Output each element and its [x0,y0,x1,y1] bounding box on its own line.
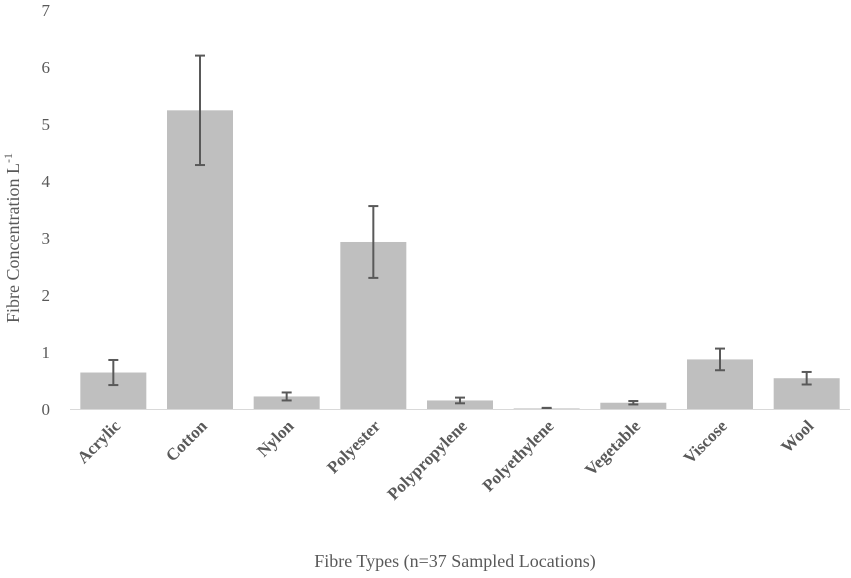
y-axis-title: Fibre Concentration L-1 [1,153,23,323]
error-bar-viscose [715,347,725,372]
x-tick-label: Polypropylene [383,416,471,504]
x-axis-labels: Acrylic Cotton Nylon Polyester Polypropylene… [73,416,817,504]
error-bar-polypropylene [455,396,465,405]
error-bar-vegetable [628,400,639,406]
x-tick-label: Acrylic [73,416,124,467]
bar-polypropylene [427,400,493,409]
x-tick-label: Vegetable [581,416,644,479]
y-tick-label: 0 [42,400,51,419]
x-tick-label: Viscose [680,416,731,467]
y-tick-label: 1 [42,343,51,362]
error-bar-cotton [195,54,205,167]
error-bar-nylon [281,391,292,402]
bars [80,110,840,409]
y-tick-label: 2 [42,286,51,305]
y-axis-ticks: 0 1 2 3 4 5 6 7 [42,1,51,419]
error-bar-wool [801,370,812,386]
x-axis-title: Fibre Types (n=37 Sampled Locations) [314,551,596,572]
x-tick-label: Cotton [162,416,211,465]
y-axis-title-superscript: -1 [1,153,15,163]
x-tick-label: Polyethylene [479,416,558,495]
y-tick-label: 4 [42,172,51,191]
y-axis-title-main: Fibre Concentration L [3,163,23,323]
y-tick-label: 7 [42,1,51,20]
error-bar-acrylic [108,358,119,387]
error-bar-polyethylene [541,406,552,410]
y-tick-label: 6 [42,58,51,77]
x-tick-label: Polyester [323,416,384,477]
bar-vegetable [600,402,667,409]
y-tick-label: 3 [42,229,51,248]
x-tick-label: Wool [777,416,817,456]
bar-nylon [253,396,320,409]
error-bar-polyester [368,205,379,279]
y-tick-label: 5 [42,115,51,134]
x-tick-label: Nylon [253,416,298,461]
error-bars [108,54,812,410]
